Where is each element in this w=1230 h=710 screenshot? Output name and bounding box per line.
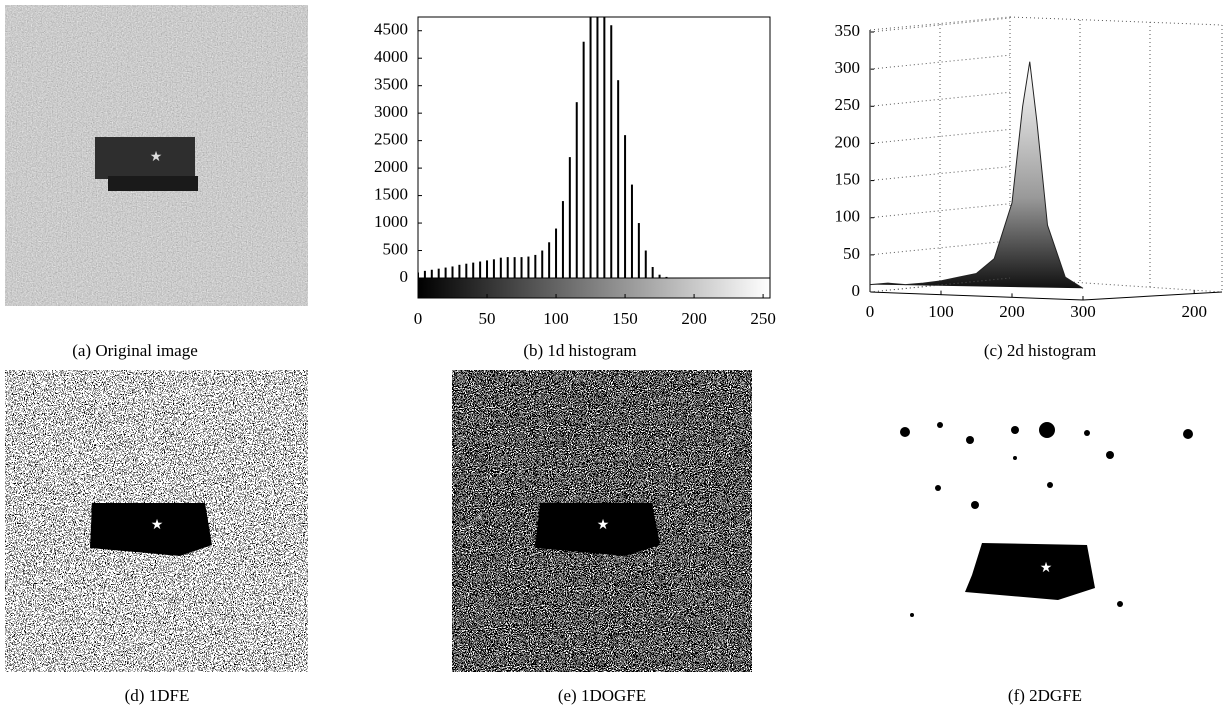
y-tick-label: 300 bbox=[835, 58, 861, 77]
bar bbox=[437, 268, 440, 278]
bar bbox=[499, 257, 502, 278]
y-tick-label: 1500 bbox=[374, 184, 408, 203]
caption: (a) Original image bbox=[72, 341, 198, 360]
axes-3d bbox=[869, 16, 1223, 301]
bar bbox=[513, 257, 516, 278]
y-tick-label: 3500 bbox=[374, 75, 408, 94]
y-tick-label: 3000 bbox=[374, 102, 408, 121]
surface-3d bbox=[869, 61, 1084, 289]
bar bbox=[506, 257, 509, 278]
x-tick-label: 100 bbox=[928, 302, 954, 321]
caption: (f) 2DGFE bbox=[1008, 686, 1082, 705]
result-1dogfe: ★ bbox=[452, 370, 752, 672]
caption: (c) 2d histogram bbox=[984, 341, 1096, 360]
plot-frame bbox=[417, 16, 771, 279]
bar bbox=[658, 274, 661, 278]
z-tick-label: 200 bbox=[1181, 302, 1207, 321]
y-tick-label: 4000 bbox=[374, 47, 408, 66]
y-tick-label: 1000 bbox=[374, 212, 408, 231]
x-tick-label: 0 bbox=[414, 309, 423, 328]
bar bbox=[527, 256, 530, 278]
x-tick-label: 200 bbox=[681, 309, 707, 328]
bar bbox=[603, 17, 606, 278]
y-tick-label: 2500 bbox=[374, 130, 408, 149]
bar bbox=[555, 228, 558, 278]
bar bbox=[637, 223, 640, 278]
y-tick-label: 250 bbox=[835, 95, 861, 114]
bar bbox=[665, 276, 668, 278]
x-tick-label: 100 bbox=[543, 309, 569, 328]
bar bbox=[418, 272, 419, 278]
bar bbox=[651, 267, 654, 278]
colorbar bbox=[417, 277, 771, 299]
svg-text:★: ★ bbox=[597, 518, 610, 533]
surface-profile bbox=[869, 61, 1084, 289]
y-tick-label: 2000 bbox=[374, 157, 408, 176]
result-1dfe: ★ bbox=[5, 370, 308, 672]
bar bbox=[617, 80, 620, 278]
y-tick-label: 50 bbox=[843, 244, 860, 263]
x-tick-label: 50 bbox=[479, 309, 496, 328]
y-tick-label: 350 bbox=[835, 21, 861, 40]
caption: (b) 1d histogram bbox=[523, 341, 636, 360]
bar bbox=[561, 201, 564, 278]
y-tick-label: 100 bbox=[835, 207, 861, 226]
y-tick-label: 500 bbox=[383, 239, 409, 258]
bar bbox=[541, 250, 544, 278]
bar bbox=[451, 266, 454, 278]
y-tick-label: 0 bbox=[852, 281, 861, 300]
bar bbox=[492, 259, 495, 278]
svg-text:★: ★ bbox=[150, 150, 163, 165]
bar bbox=[486, 260, 489, 278]
bar bbox=[610, 25, 613, 278]
x-tick-label: 250 bbox=[750, 309, 776, 328]
original-image: ★ bbox=[5, 5, 308, 306]
grid-line bbox=[869, 54, 1011, 70]
bar bbox=[520, 257, 523, 278]
bar bbox=[423, 270, 426, 278]
bar bbox=[582, 41, 585, 278]
histogram-bars bbox=[418, 17, 675, 278]
y-tick-label: 0 bbox=[400, 267, 409, 286]
y-tick-label: 200 bbox=[835, 132, 861, 151]
bar bbox=[568, 157, 571, 278]
caption: (d) 1DFE bbox=[125, 686, 190, 705]
svg-text:★: ★ bbox=[1040, 561, 1053, 576]
y-tick-label: 150 bbox=[835, 169, 861, 188]
result-2dgfe: ★ bbox=[900, 422, 1193, 617]
bar bbox=[458, 264, 461, 278]
bar bbox=[534, 254, 537, 278]
bar bbox=[430, 269, 433, 278]
bar bbox=[465, 263, 468, 278]
bar bbox=[479, 261, 482, 278]
bar bbox=[624, 135, 627, 278]
bar bbox=[589, 17, 592, 278]
bar bbox=[644, 250, 647, 278]
bar bbox=[444, 267, 447, 278]
x-tick-label: 0 bbox=[866, 302, 875, 321]
y-tick-label: 4500 bbox=[374, 20, 408, 39]
x-tick-label: 200 bbox=[999, 302, 1025, 321]
bar bbox=[548, 242, 551, 278]
bar bbox=[630, 184, 633, 278]
grid-line bbox=[869, 203, 1011, 219]
x-tick-label: 300 bbox=[1070, 302, 1096, 321]
bar bbox=[575, 102, 578, 278]
bar bbox=[472, 262, 475, 278]
caption: (e) 1DOGFE bbox=[558, 686, 646, 705]
svg-text:★: ★ bbox=[151, 518, 164, 533]
x-tick-label: 150 bbox=[612, 309, 638, 328]
bar bbox=[596, 17, 599, 278]
